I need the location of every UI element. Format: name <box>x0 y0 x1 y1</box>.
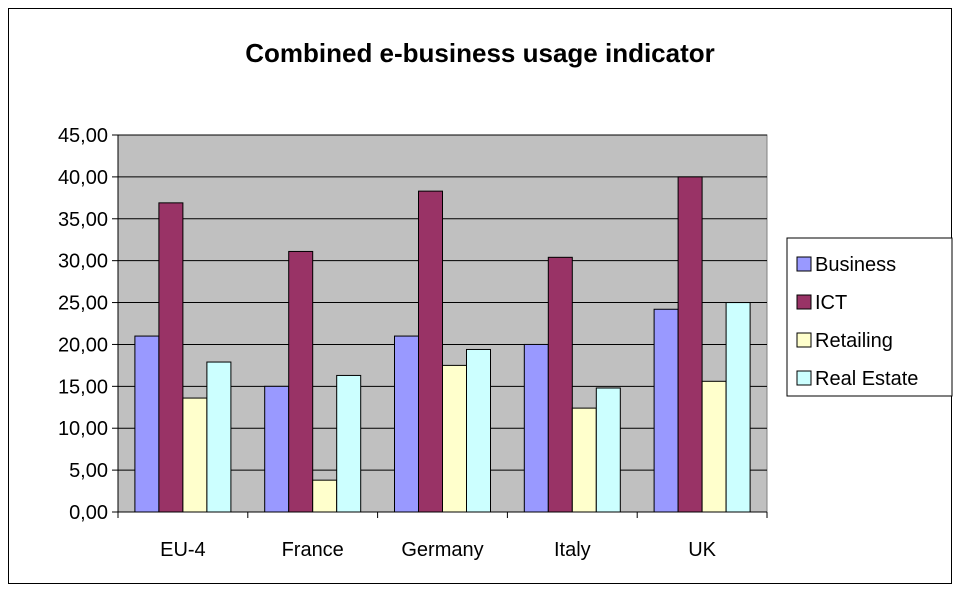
bar-business <box>264 385 290 513</box>
legend-box <box>786 237 953 397</box>
legend-label: Business <box>815 254 896 276</box>
y-tick-label: 15,00 <box>58 376 108 398</box>
y-tick-label: 40,00 <box>58 167 108 189</box>
legend-swatch <box>796 256 812 272</box>
legend-swatch <box>796 294 812 310</box>
legend-label: Retailing <box>815 330 893 352</box>
bar-real-estate <box>595 387 621 513</box>
y-tick-label: 25,00 <box>58 293 108 315</box>
y-tick-label: 20,00 <box>58 334 108 356</box>
bar-retailing <box>701 380 727 513</box>
bar-real-estate <box>725 302 751 513</box>
bar-ict <box>158 202 184 513</box>
legend-swatch <box>796 370 812 386</box>
bar-ict <box>677 176 703 513</box>
bar-real-estate <box>206 361 232 513</box>
y-tick-label: 0,00 <box>69 502 108 524</box>
x-tick-label: France <box>282 539 344 561</box>
bar-retailing <box>571 407 597 513</box>
legend-label: ICT <box>815 292 847 314</box>
x-tick-label: UK <box>688 539 716 561</box>
y-tick-label: 10,00 <box>58 418 108 440</box>
y-tick-label: 35,00 <box>58 209 108 231</box>
bar-retailing <box>182 397 208 513</box>
bar-business <box>134 335 160 513</box>
bar-business <box>394 335 419 513</box>
bar-real-estate <box>466 348 491 513</box>
chart-title: Combined e-business usage indicator <box>245 38 715 68</box>
y-tick-label: 45,00 <box>58 125 108 147</box>
bar-ict <box>547 256 573 513</box>
legend-swatch <box>796 332 812 348</box>
bar-real-estate <box>336 374 362 513</box>
axes: 0,00 5,00 10,00 15,00 20,00 25,00 30,00 35,00 40… <box>58 125 768 561</box>
x-tick-label: EU-4 <box>160 539 206 561</box>
bar-retailing <box>312 479 338 513</box>
x-tick-label: Germany <box>401 539 483 561</box>
legend: Business ICT Retailing Real Estate <box>786 237 953 397</box>
bar-business <box>653 308 679 513</box>
y-tick-label: 5,00 <box>69 460 108 482</box>
y-tick-label: 30,00 <box>58 251 108 273</box>
bar-retailing <box>442 364 467 513</box>
bar-ict <box>288 250 314 513</box>
legend-label: Real Estate <box>815 368 918 390</box>
x-tick-label: Italy <box>554 539 591 561</box>
bar-business <box>523 343 549 513</box>
bars <box>134 176 751 513</box>
bar-ict <box>418 190 443 513</box>
